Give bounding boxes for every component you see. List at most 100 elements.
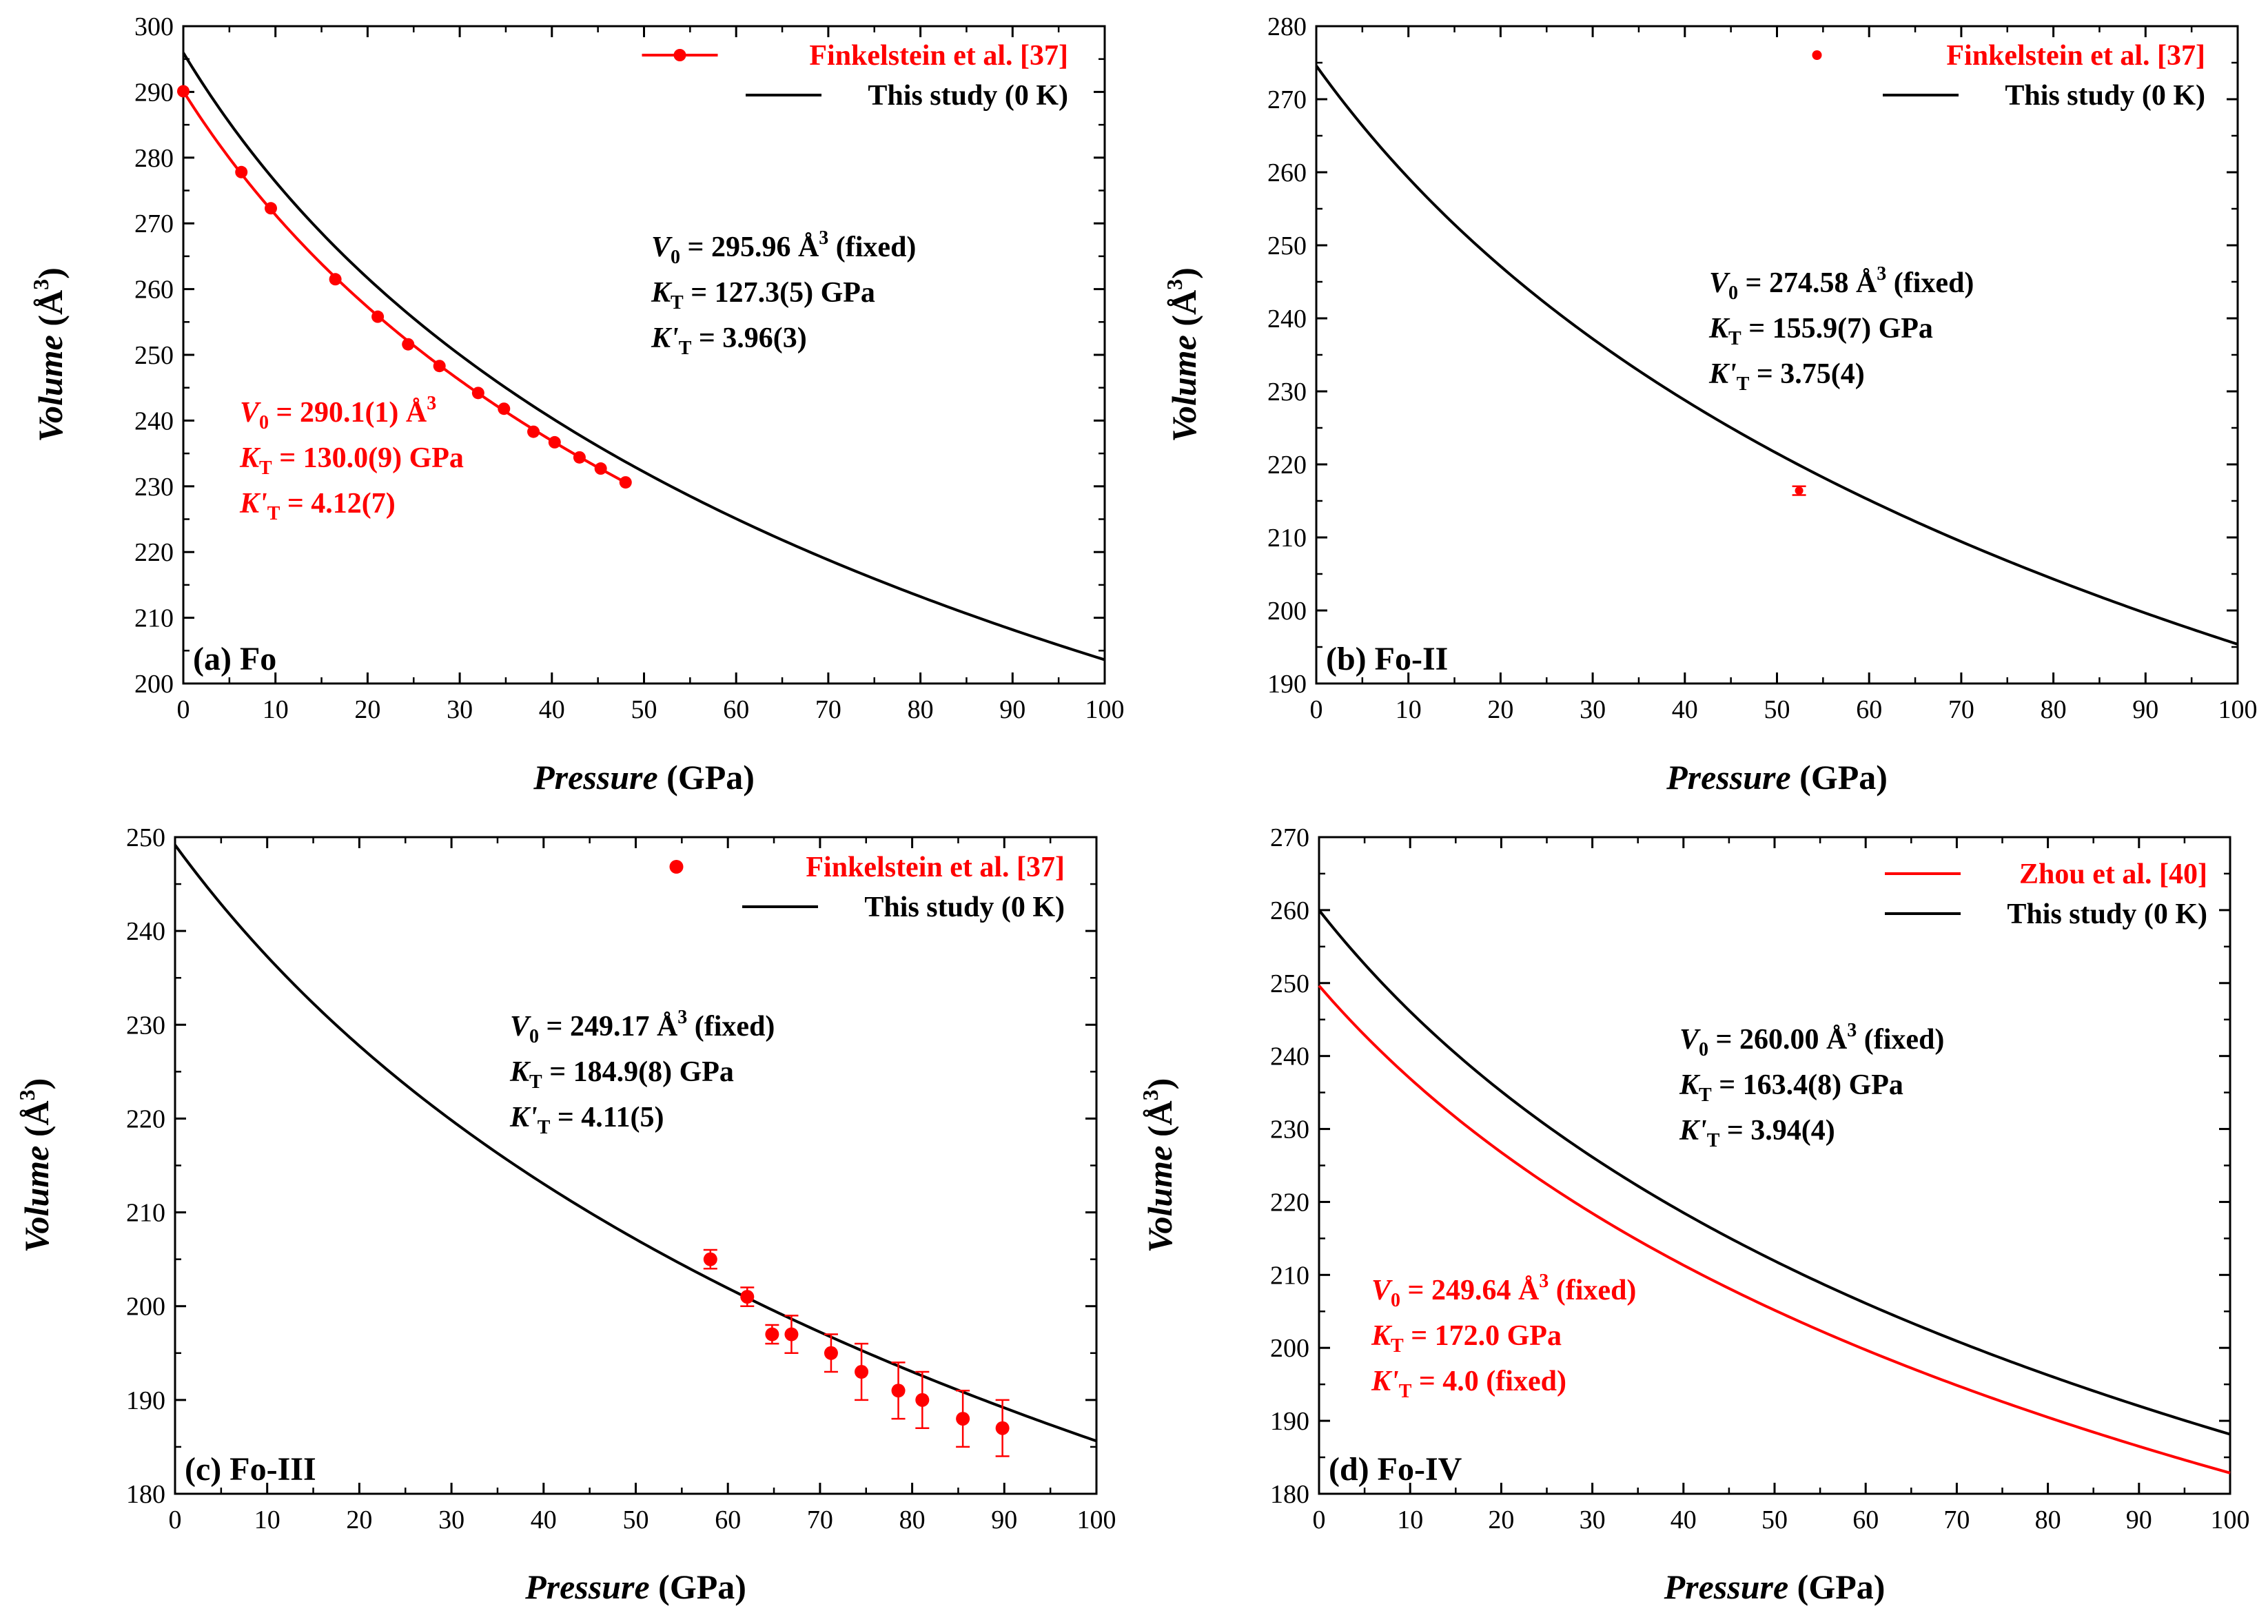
legend-marker-sample — [1812, 50, 1822, 60]
ann-red-v0-text: V0 = 290.1(1) Å3 — [240, 393, 436, 433]
data-point — [995, 1421, 1010, 1435]
series-line-black — [182, 52, 1105, 661]
x-tick-label: 100 — [1077, 1505, 1116, 1534]
x-tick-label: 40 — [539, 695, 565, 724]
y-tick-label: 240 — [134, 407, 174, 435]
y-tick-label: 300 — [134, 12, 174, 41]
panel-label: (c) Fo-III — [185, 1451, 316, 1488]
y-tick-label: 210 — [126, 1199, 165, 1228]
data-point — [703, 1252, 717, 1266]
data-point — [371, 310, 385, 323]
ann-red-kp-text: K'T = 4.12(7) — [239, 488, 396, 524]
x-tick-label: 30 — [447, 695, 473, 724]
x-axis-label: Pressure (GPa) — [1666, 758, 1888, 796]
ann-black-kp-text: K'T = 3.96(3) — [651, 322, 807, 359]
x-tick-label: 70 — [1943, 1505, 1970, 1534]
ann-black-k-text: KT = 163.4(8) GPa — [1679, 1069, 1903, 1106]
x-tick-label: 10 — [263, 695, 289, 724]
ann-black-v0-text: V0 = 274.58 Å3 (fixed) — [1709, 263, 1974, 304]
y-tick-label: 190 — [126, 1386, 165, 1415]
y-tick-label: 250 — [1267, 232, 1307, 260]
x-tick-label: 20 — [354, 695, 380, 724]
x-tick-label: 10 — [254, 1505, 280, 1534]
y-tick-label: 230 — [126, 1011, 165, 1040]
data-point — [471, 387, 484, 400]
x-tick-label: 0 — [177, 695, 190, 724]
data-point — [573, 451, 586, 464]
x-tick-label: 80 — [908, 695, 934, 724]
x-axis-label: Pressure (GPa) — [533, 758, 755, 796]
series-line-red — [1318, 985, 2231, 1474]
x-tick-label: 30 — [1580, 1505, 1606, 1534]
series-line-black — [174, 844, 1097, 1443]
y-tick-label: 210 — [1270, 1261, 1309, 1290]
x-tick-label: 50 — [631, 695, 657, 724]
x-tick-label: 90 — [999, 695, 1025, 724]
y-tick-label: 180 — [1270, 1480, 1309, 1509]
data-point — [824, 1346, 838, 1360]
ann-black-k-text: KT = 155.9(7) GPa — [1708, 313, 1933, 349]
x-tick-label: 100 — [2211, 1505, 2250, 1534]
legend-label: Finkelstein et al. [37] — [1946, 40, 2205, 72]
x-tick-label: 40 — [531, 1505, 557, 1534]
y-tick-label: 280 — [134, 144, 174, 173]
panel-b: 0 10 20 30 40 50 60 70 80 90 100 190 200 210 220 230 240… — [1162, 12, 2258, 796]
data-point — [433, 360, 446, 373]
x-tick-label: 30 — [1580, 695, 1606, 724]
series-line-black — [1315, 65, 2238, 646]
data-point — [594, 462, 607, 475]
y-tick-label: 210 — [1267, 524, 1307, 553]
ann-red-k-text: KT = 172.0 GPa — [1371, 1320, 1562, 1357]
panel-label: (a) Fo — [193, 641, 276, 677]
ann-black-k-text: KT = 184.9(8) GPa — [509, 1056, 734, 1093]
legend-marker-sample — [673, 49, 686, 61]
x-tick-label: 70 — [807, 1505, 833, 1534]
ann-black-v0-text: V0 = 249.17 Å3 (fixed) — [510, 1007, 775, 1047]
data-point — [177, 85, 190, 98]
x-tick-label: 20 — [1488, 1505, 1514, 1534]
y-tick-label: 190 — [1267, 670, 1307, 699]
ann-black-k-text: KT = 127.3(5) GPa — [651, 277, 875, 314]
x-tick-label: 90 — [991, 1505, 1017, 1534]
y-tick-label: 270 — [1267, 85, 1307, 114]
data-point — [855, 1365, 869, 1379]
data-point — [619, 476, 632, 489]
x-tick-label: 80 — [2035, 1505, 2061, 1534]
x-axis-label: Pressure (GPa) — [1664, 1568, 1886, 1606]
panel-d: 0 10 20 30 40 50 60 70 80 90 100 180 190 200 210 220 230… — [1138, 823, 2250, 1606]
legend-marker-sample — [669, 860, 684, 874]
y-tick-label: 250 — [126, 823, 165, 852]
y-tick-label: 190 — [1270, 1407, 1309, 1436]
x-tick-label: 0 — [1313, 1505, 1326, 1534]
y-tick-label: 260 — [1270, 896, 1309, 925]
x-tick-label: 60 — [723, 695, 749, 724]
x-tick-label: 70 — [1948, 695, 1974, 724]
y-tick-label: 230 — [1270, 1116, 1309, 1144]
ann-black-v0-text: V0 = 260.00 Å3 (fixed) — [1679, 1020, 1944, 1060]
x-tick-label: 10 — [1397, 1505, 1423, 1534]
y-tick-label: 260 — [134, 276, 174, 305]
x-tick-label: 10 — [1396, 695, 1422, 724]
y-axis-label: Volume (Å3) — [1138, 1078, 1179, 1253]
y-tick-label: 240 — [1270, 1042, 1309, 1071]
y-tick-label: 290 — [134, 78, 174, 107]
y-tick-label: 270 — [134, 209, 174, 238]
y-tick-label: 240 — [1267, 305, 1307, 333]
x-tick-label: 100 — [1085, 695, 1125, 724]
legend-label: This study (0 K) — [864, 892, 1065, 923]
x-tick-label: 90 — [2132, 695, 2158, 724]
x-tick-label: 90 — [2126, 1505, 2152, 1534]
y-tick-label: 210 — [134, 604, 174, 633]
y-axis-label: Volume (Å3) — [28, 267, 70, 442]
y-tick-label: 220 — [126, 1104, 165, 1133]
x-tick-label: 80 — [2041, 695, 2067, 724]
x-tick-label: 20 — [346, 1505, 372, 1534]
series-line-black — [1318, 909, 2231, 1436]
x-tick-label: 70 — [815, 695, 841, 724]
y-tick-label: 200 — [134, 670, 174, 699]
x-tick-label: 30 — [438, 1505, 464, 1534]
y-tick-label: 220 — [134, 538, 174, 567]
legend-label: Finkelstein et al. [37] — [806, 852, 1065, 883]
x-tick-label: 20 — [1487, 695, 1513, 724]
